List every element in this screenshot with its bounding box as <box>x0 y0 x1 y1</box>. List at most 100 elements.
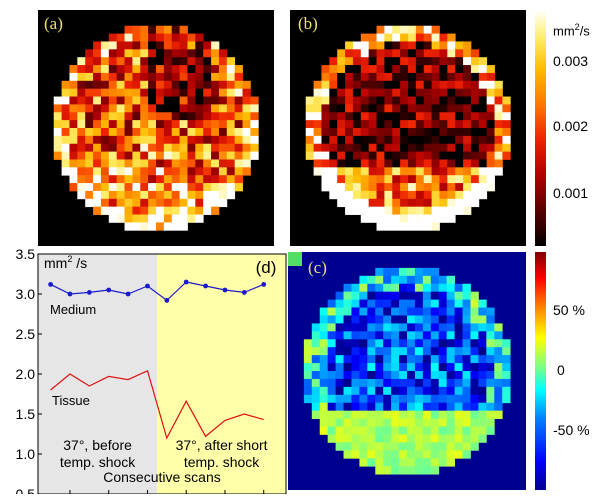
map-c-pixel <box>494 355 503 364</box>
map-b-pixel <box>478 128 488 137</box>
map-b-pixel <box>431 183 440 192</box>
map-a-pixel <box>85 112 94 121</box>
map-b-pixel <box>392 190 401 200</box>
map-b-pixel <box>408 175 417 184</box>
map-b-pixel <box>400 159 409 168</box>
map-c-pixel <box>335 355 344 364</box>
map-a-pixel <box>148 57 157 66</box>
map-a-pixel <box>171 198 180 208</box>
map-b-pixel <box>352 49 362 58</box>
map-b-pixel <box>415 143 425 152</box>
map-c-pixel <box>454 363 463 372</box>
map-c-pixel <box>478 378 487 388</box>
map-b-pixel <box>423 25 432 34</box>
map-a-pixel <box>211 151 220 160</box>
map-a-pixel <box>77 151 86 160</box>
map-a-pixel <box>218 120 228 129</box>
map-b-pixel <box>408 104 417 113</box>
map-c-pixel <box>351 450 360 459</box>
map-b-pixel <box>329 151 338 160</box>
map-c-pixel <box>343 283 352 293</box>
map-c-pixel <box>383 275 392 285</box>
map-a-pixel <box>187 120 196 129</box>
map-a-pixel <box>163 190 173 200</box>
map-c-pixel <box>319 418 329 427</box>
map-c-pixel <box>327 394 336 404</box>
map-c-pixel <box>446 418 455 427</box>
map-c-pixel <box>351 442 360 451</box>
map-b-pixel <box>431 198 440 208</box>
map-c-pixel <box>422 434 432 443</box>
map-c-pixel <box>391 410 400 419</box>
map-c-pixel <box>446 458 455 467</box>
map-a-pixel <box>211 143 220 152</box>
map-b-pixel <box>345 198 354 208</box>
map-b-pixel <box>400 190 409 200</box>
colorbar-top-gradient <box>535 10 546 246</box>
map-c-pixel <box>359 394 368 404</box>
map-c-pixel <box>343 434 352 443</box>
map-c-pixel <box>478 426 487 435</box>
map-a-pixel <box>187 112 196 121</box>
map-a-pixel <box>211 65 220 74</box>
map-c-pixel <box>343 378 352 388</box>
map-c-pixel <box>454 315 463 324</box>
map-a-pixel <box>179 198 188 208</box>
map-c-pixel <box>438 371 448 380</box>
map-c-pixel <box>383 458 392 467</box>
map-a-pixel <box>140 151 149 160</box>
map-c-pixel <box>359 378 368 388</box>
map-c-pixel <box>430 371 440 380</box>
map-c-pixel <box>343 355 352 364</box>
map-a-pixel <box>163 214 173 223</box>
map-c-pixel <box>414 355 424 364</box>
map-b-pixel <box>463 57 472 66</box>
map-b-pixel <box>376 143 385 152</box>
map-c-pixel <box>486 378 495 388</box>
map-a-pixel <box>226 167 236 176</box>
map-b-pixel <box>478 175 488 184</box>
map-b-pixel <box>376 112 385 121</box>
map-c-pixel <box>367 394 376 404</box>
map-b-pixel <box>313 135 322 145</box>
map-a-pixel <box>132 190 141 200</box>
map-a-pixel <box>179 88 188 97</box>
map-a-pixel <box>156 65 165 74</box>
map-b-pixel <box>400 49 409 58</box>
y-tick-label: 1.5 <box>16 406 36 422</box>
map-c-pixel <box>454 426 463 435</box>
map-b-pixel <box>337 57 346 66</box>
map-a-pixel <box>195 175 204 184</box>
map-c-pixel <box>422 291 432 300</box>
map-b-pixel <box>368 159 377 168</box>
map-a-pixel <box>148 33 157 42</box>
map-a-pixel <box>211 183 220 192</box>
map-c-pixel <box>430 450 440 459</box>
map-b-pixel <box>423 135 432 145</box>
map-c-pixel <box>486 426 495 435</box>
map-b-pixel <box>447 167 456 176</box>
map-b-pixel <box>431 222 440 231</box>
map-c-pixel <box>391 378 400 388</box>
map-a-pixel <box>140 175 149 184</box>
map-c-pixel <box>486 394 495 404</box>
map-a-pixel <box>53 112 62 121</box>
map-b-pixel <box>470 159 480 168</box>
map-a-pixel <box>77 57 86 66</box>
map-c-pixel <box>343 291 352 300</box>
map-c-pixel <box>438 339 448 348</box>
map-c-pixel <box>367 363 376 372</box>
map-c-pixel <box>335 410 344 419</box>
map-b-pixel <box>415 190 425 200</box>
map-b-pixel <box>313 120 322 129</box>
map-a-pixel <box>195 198 204 208</box>
map-a-pixel <box>85 135 94 145</box>
map-a-pixel <box>234 104 243 113</box>
map-b-pixel <box>439 112 448 121</box>
map-a-pixel <box>171 175 180 184</box>
map-c-pixel <box>470 426 479 435</box>
map-b-pixel <box>360 175 370 184</box>
map-c-pixel <box>327 418 336 427</box>
map-c-pixel <box>470 347 479 356</box>
map-c-pixel <box>438 355 448 364</box>
